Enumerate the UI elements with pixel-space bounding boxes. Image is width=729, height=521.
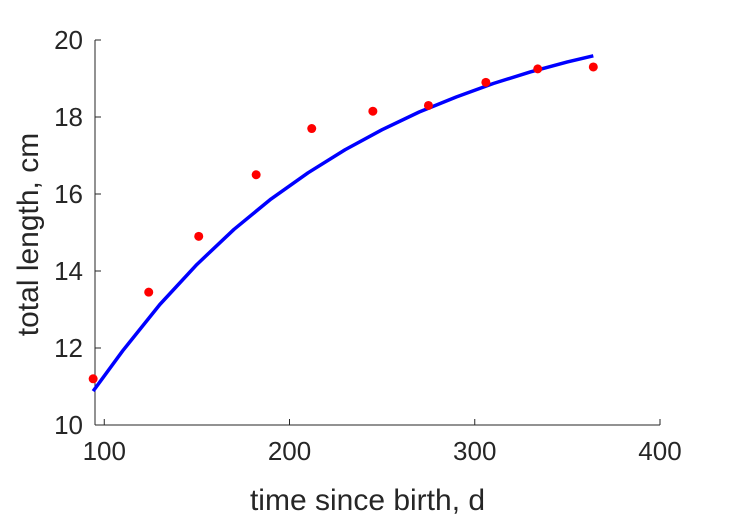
y-ticks: 10 12 14 16 18 20 [54, 25, 101, 440]
x-tick-label: 400 [638, 436, 681, 466]
axes [94, 40, 660, 426]
y-tick-label: 10 [54, 410, 83, 440]
data-point [423, 100, 433, 110]
fit-curve-line [91, 54, 594, 393]
y-tick-label: 12 [54, 333, 83, 363]
data-point [588, 62, 598, 72]
y-tick-label: 18 [54, 102, 83, 132]
data-point [481, 77, 491, 87]
y-axis-label: total length, cm [12, 133, 45, 336]
x-tick-label: 100 [83, 436, 126, 466]
data-point [88, 374, 98, 384]
data-point [144, 287, 154, 297]
y-tick-label: 16 [54, 179, 83, 209]
data-point [307, 124, 317, 134]
data-point [368, 106, 378, 116]
y-tick-label: 14 [54, 256, 83, 286]
x-ticks: 100 200 300 400 [83, 419, 682, 466]
data-point [251, 170, 261, 180]
data-point [194, 231, 204, 241]
y-tick-label: 20 [54, 25, 83, 55]
x-tick-label: 300 [453, 436, 496, 466]
x-tick-label: 200 [268, 436, 311, 466]
data-point [533, 64, 543, 74]
x-axis-label: time since birth, d [250, 484, 485, 517]
plot-series [88, 54, 598, 393]
